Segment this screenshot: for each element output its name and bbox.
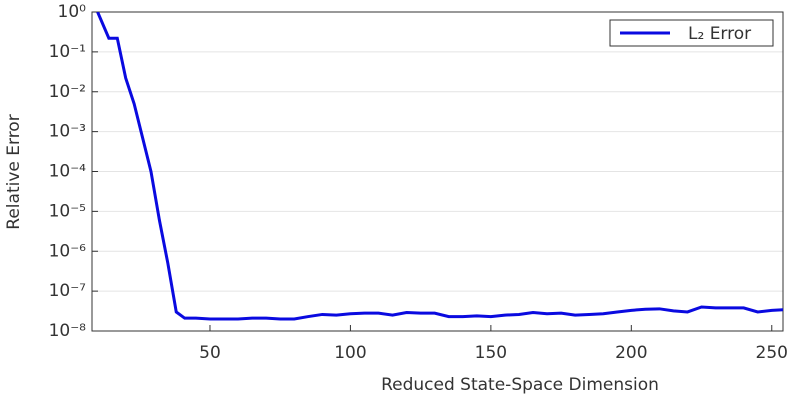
y-tick-label: 10⁻³ (49, 122, 86, 142)
data-line (96, 12, 783, 321)
x-tick-label: 250 (756, 343, 788, 363)
y-tick-label: 10⁰ (58, 2, 87, 22)
x-tick-label: 150 (475, 343, 507, 363)
y-tick-label: 10⁻⁶ (49, 241, 87, 261)
y-tick-label: 10⁻⁸ (49, 321, 87, 341)
y-axis-label: Relative Error (4, 114, 24, 229)
y-tick-label: 10⁻⁵ (49, 201, 86, 221)
x-tick-label: 200 (615, 343, 647, 363)
x-tick-label: 50 (199, 343, 221, 363)
y-tick-label: 10⁻⁴ (49, 162, 87, 182)
y-tick-label: 10⁻⁷ (49, 281, 87, 301)
x-axis-label: Reduced State-Space Dimension (381, 375, 659, 395)
legend-label: L₂ Error (688, 24, 751, 44)
y-tick-label: 10⁻² (49, 82, 86, 102)
plot-frame (91, 11, 784, 332)
y-tick-label: 10⁻¹ (49, 42, 86, 62)
x-tick-label: 100 (334, 343, 366, 363)
